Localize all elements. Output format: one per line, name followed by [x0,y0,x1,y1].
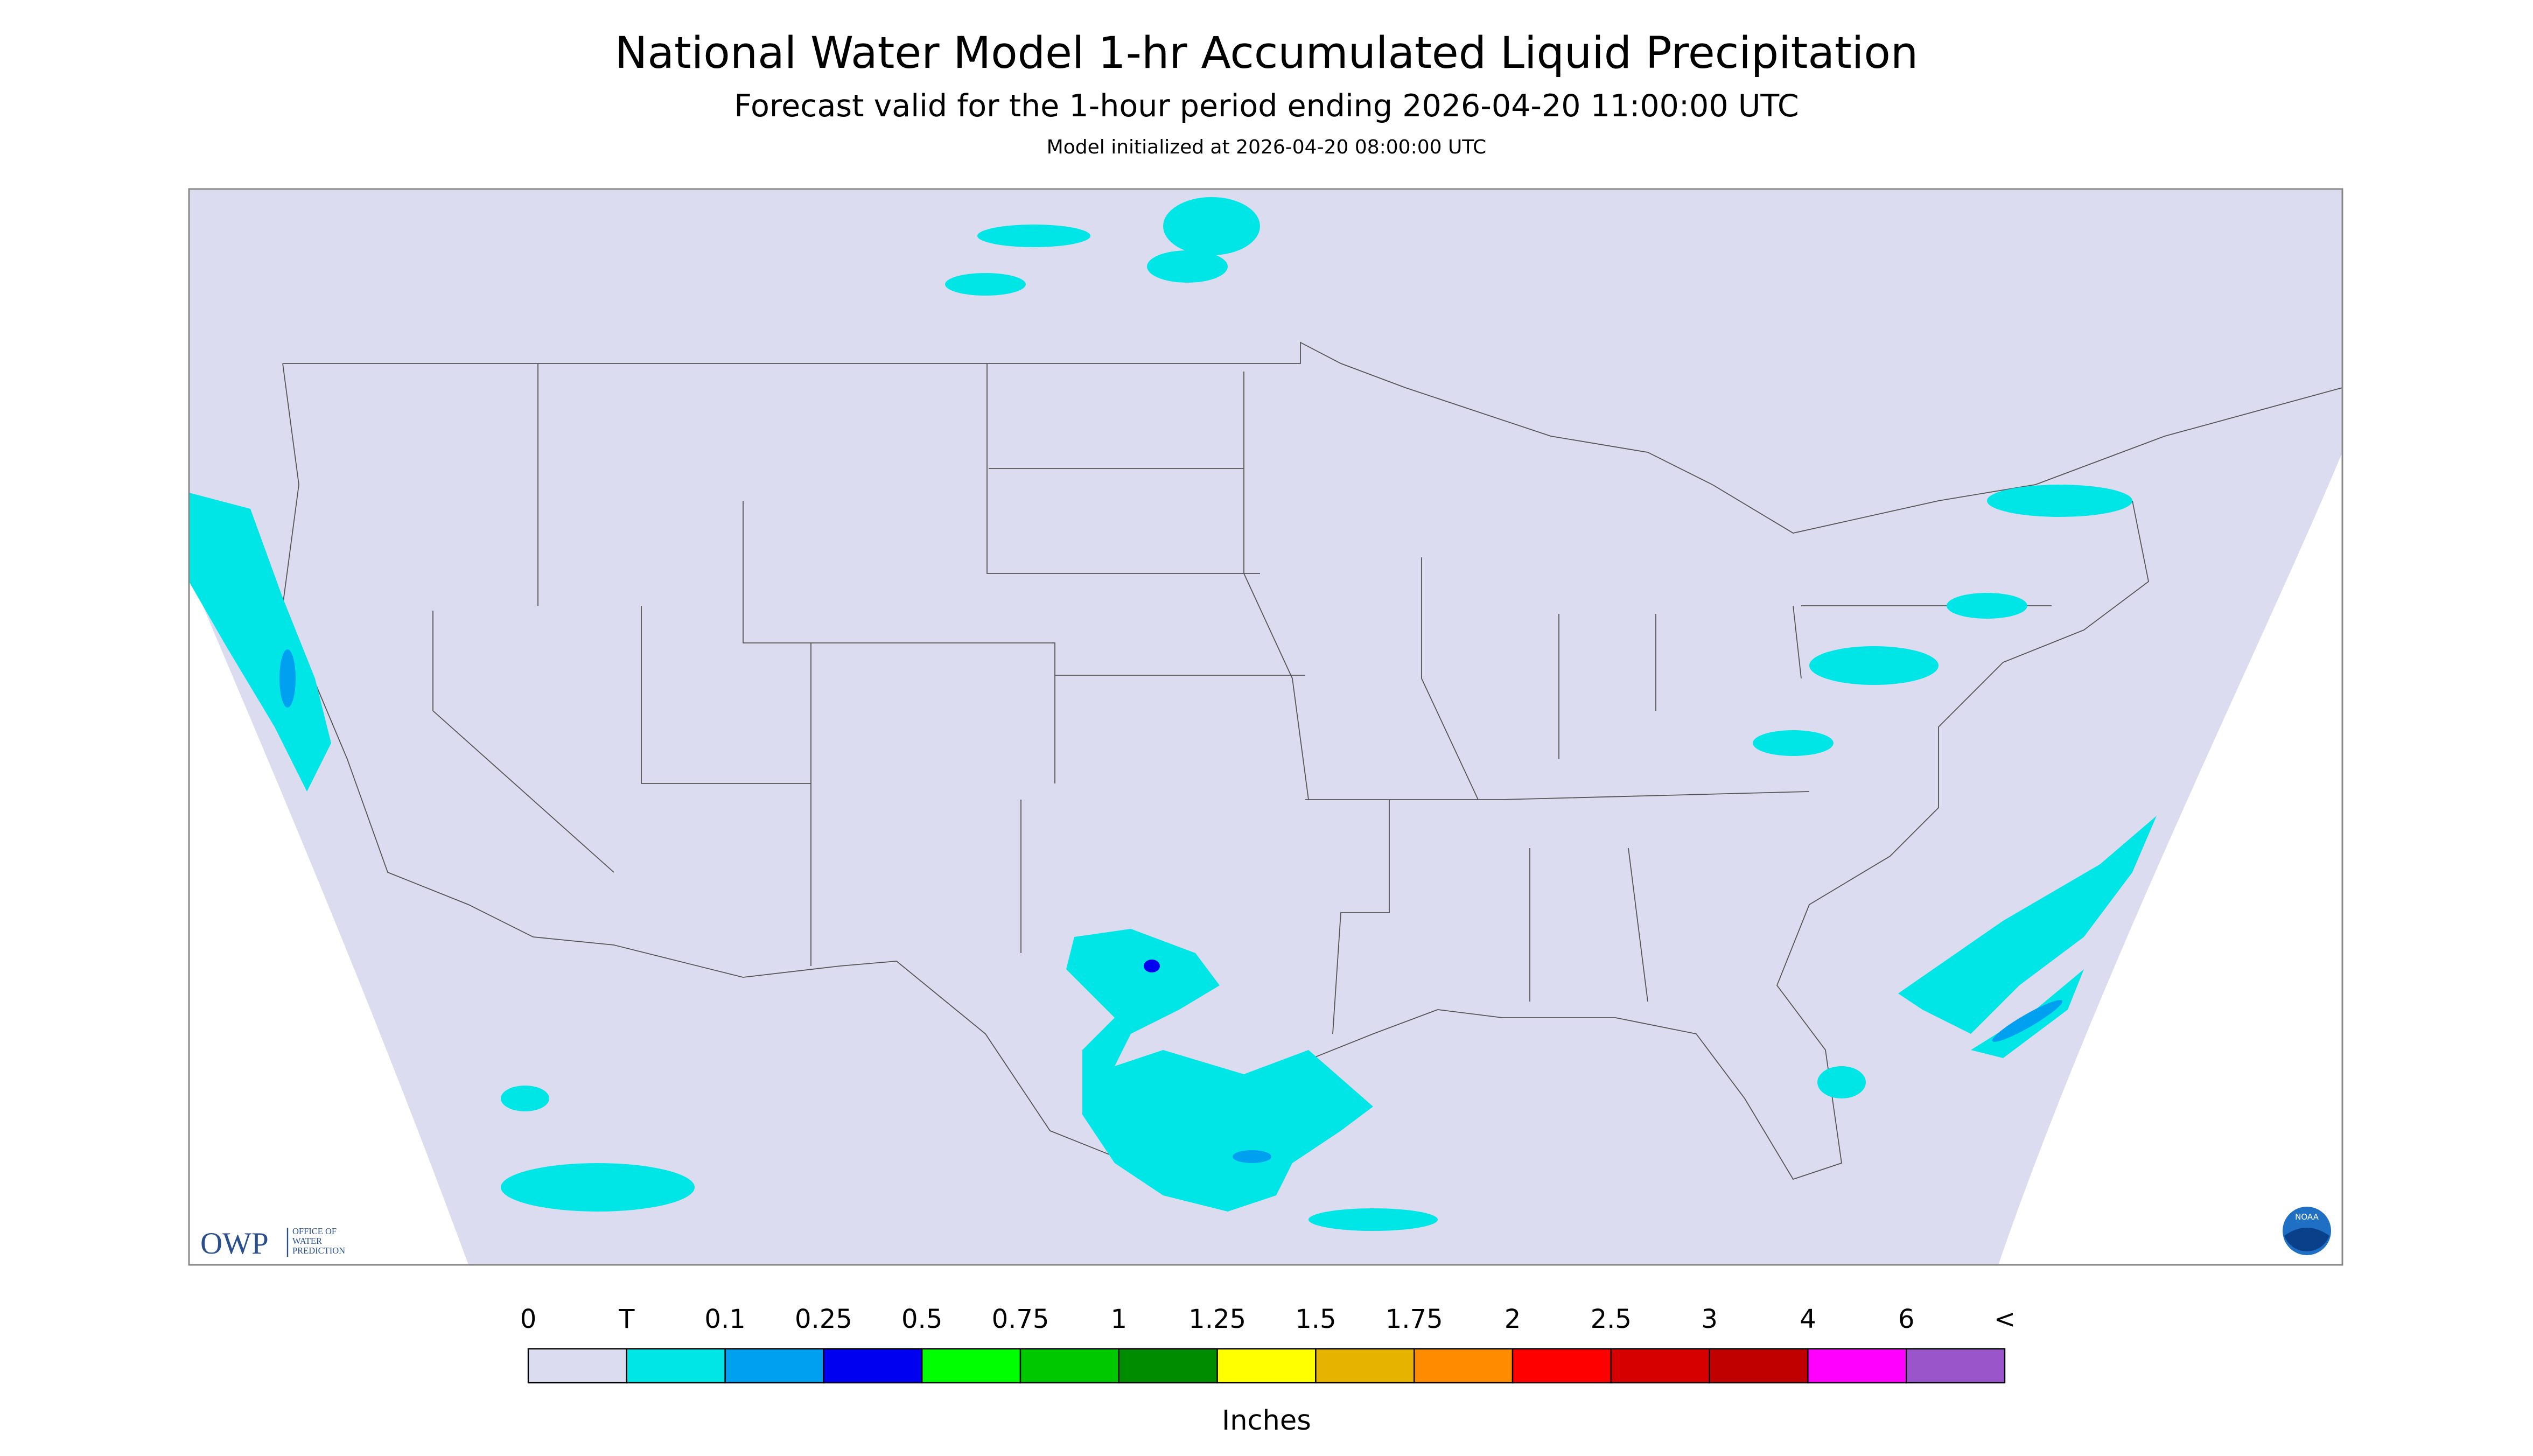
precipitation [189,197,2157,1231]
legend-label: 0 [520,1304,537,1334]
legend-label: 1.25 [1188,1304,1246,1334]
precip-heavy-4 [279,649,296,708]
precip-ny [1987,485,2132,517]
legend-swatch [1807,1348,1907,1384]
noaa-wave [2284,1228,2329,1251]
legend-swatch [1709,1348,1809,1384]
legend-swatch [823,1348,923,1384]
precip-kentucky [1753,730,1834,757]
legend-label: < [1994,1304,2016,1334]
border-north [283,341,2343,534]
precip-texas [1066,929,1373,1212]
model-domain [189,189,2342,1265]
map: OWP OFFICE OF WATER PREDICTION NOAA [188,188,2343,1266]
legend-label: 3 [1701,1304,1718,1334]
precip-bahamas [1817,1066,1866,1099]
legend-label: 6 [1898,1304,1915,1334]
legend-label: 1.75 [1386,1304,1443,1334]
precip-canada-1 [1163,197,1260,256]
owp-logo-line: WATER [292,1236,322,1246]
legend-swatch [1019,1348,1120,1384]
legend-label: 4 [1800,1304,1816,1334]
legend-swatch [921,1348,1021,1384]
owp-logo-line: PREDICTION [292,1245,345,1256]
legend-swatch [527,1348,628,1384]
precip-mexico-1 [501,1163,695,1212]
precip-mexico-2 [501,1086,549,1112]
map-frame [188,188,2343,1266]
owp-logo: OWP OFFICE OF WATER PREDICTION [200,1226,345,1261]
precip-penn [1947,593,2027,619]
owp-logo-text: OWP [200,1227,269,1261]
legend-swatch [1118,1348,1218,1384]
legend: 0 T 0.1 0.25 0.5 0.75 1 1.25 1.5 1.75 2 2.5 3 4 6 < [520,1304,2016,1384]
precip-atlantic [1898,816,2157,1034]
legend-label: 1 [1111,1304,1128,1334]
border-coast [282,363,2149,1188]
legend-swatch [626,1348,726,1384]
state-lines [432,363,2052,1034]
legend-swatch [1610,1348,1710,1384]
legend-label: 1.5 [1295,1304,1336,1334]
precip-ohio [1809,646,1939,685]
noaa-text: NOAA [2295,1212,2319,1222]
noaa-logo: NOAA [2283,1207,2331,1256]
legend-label: 0.1 [704,1304,745,1334]
legend-swatch [724,1348,824,1384]
precip-canada-4 [1147,250,1228,283]
precip-heavy-2 [1233,1150,1271,1164]
precip-heavy-3 [1992,1000,2063,1042]
legend-label: 0.5 [901,1304,942,1334]
legend-label: 0.75 [992,1304,1049,1334]
legend-label: 0.25 [795,1304,852,1334]
legend-label: 2 [1505,1304,1521,1334]
legend-swatch [1315,1348,1415,1384]
subtitle: Forecast valid for the 1-hour period end… [734,88,1799,124]
legend-swatch [1216,1348,1317,1384]
legend-swatch [1512,1348,1612,1384]
legend-swatch [1905,1348,2006,1384]
precip-canada-3 [945,273,1026,296]
title: National Water Model 1-hr Accumulated Li… [615,28,1918,79]
precip-canada-2 [977,225,1090,248]
init-time: Model initialized at 2026-04-20 08:00:00… [1047,136,1487,158]
boundaries [282,341,2343,1188]
legend-label: 2.5 [1591,1304,1632,1334]
legend-label: T [618,1304,635,1334]
legend-unit: Inches [1222,1405,1311,1437]
precip-gulf [1309,1208,1438,1231]
owp-logo-line: OFFICE OF [292,1226,337,1236]
precip-heavy-1 [1144,960,1160,973]
legend-swatch [1414,1348,1514,1384]
precip-california [189,493,331,792]
